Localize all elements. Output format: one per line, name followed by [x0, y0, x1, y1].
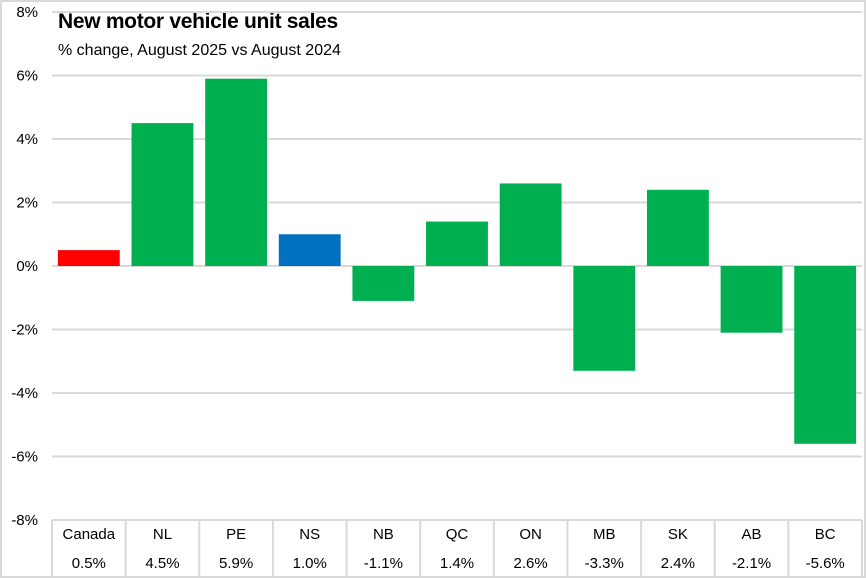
value-label: 4.5% [145, 555, 179, 572]
y-tick-label: 6% [16, 68, 38, 85]
bar-canada [57, 250, 120, 266]
bar-ab [720, 266, 783, 333]
bar-sk [646, 189, 709, 266]
chart-subtitle: % change, August 2025 vs August 2024 [58, 42, 341, 59]
category-label: Canada [63, 526, 116, 543]
value-label: -1.1% [364, 555, 403, 572]
category-label: ON [519, 526, 542, 543]
value-label: 0.5% [72, 555, 106, 572]
y-tick-label: -4% [11, 385, 38, 402]
bar-ns [278, 234, 341, 266]
value-label: 1.4% [440, 555, 474, 572]
category-label: SK [668, 526, 688, 543]
bar-nl [131, 123, 194, 266]
value-label: 1.0% [293, 555, 327, 572]
category-label: BC [815, 526, 836, 543]
y-tick-label: -6% [11, 449, 38, 466]
category-label: NB [373, 526, 394, 543]
value-label: -5.6% [806, 555, 845, 572]
bar-bc [794, 266, 857, 444]
category-label: QC [446, 526, 469, 543]
bar-pe [205, 78, 268, 266]
bar-nb [352, 266, 415, 301]
bar-mb [573, 266, 636, 371]
y-tick-label: 8% [16, 4, 38, 21]
value-label: -3.3% [585, 555, 624, 572]
y-tick-label: 2% [16, 195, 38, 212]
y-tick-label: -8% [11, 512, 38, 529]
chart-title: New motor vehicle unit sales [58, 10, 338, 33]
category-label: NS [299, 526, 320, 543]
y-tick-label: -2% [11, 322, 38, 339]
category-label: MB [593, 526, 616, 543]
bar-on [499, 183, 562, 266]
bar-qc [426, 221, 488, 266]
category-label: AB [742, 526, 762, 543]
value-label: 5.9% [219, 555, 253, 572]
category-label: PE [226, 526, 246, 543]
category-label: NL [153, 526, 172, 543]
value-label: 2.6% [514, 555, 548, 572]
value-label: 2.4% [661, 555, 695, 572]
y-tick-label: 0% [16, 258, 38, 275]
value-label: -2.1% [732, 555, 771, 572]
y-tick-label: 4% [16, 131, 38, 148]
